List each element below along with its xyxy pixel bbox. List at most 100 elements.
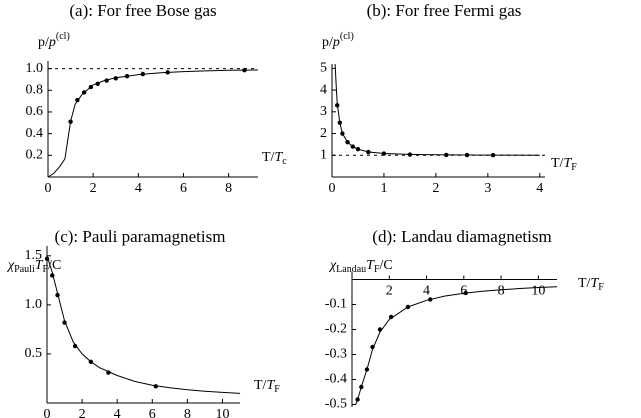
data-point <box>370 344 375 350</box>
chart-title: (b): For free Fermi gas <box>367 1 522 20</box>
y-tick-label: -0.1 <box>325 297 347 312</box>
data-point <box>428 297 433 302</box>
x-axis-label: T/TF <box>254 378 280 395</box>
x-axis-label: T/TF <box>551 156 577 173</box>
data-point <box>165 70 170 75</box>
label-part: T/ <box>551 156 564 171</box>
x-tick-label: 6 <box>149 407 156 418</box>
data-point <box>355 146 361 152</box>
y-tick-label: 0.6 <box>26 104 44 119</box>
data-point <box>345 140 350 145</box>
data-point <box>95 81 100 86</box>
data-point <box>340 131 345 136</box>
data-point <box>106 370 111 375</box>
x-tick-label: 1 <box>380 181 387 196</box>
x-tick-label: 3 <box>484 181 491 196</box>
x-tick-label: 0 <box>44 407 51 418</box>
data-point <box>75 97 80 103</box>
data-point <box>388 314 394 320</box>
x-tick-label: 10 <box>215 407 229 418</box>
x-tick-label: 0 <box>329 181 336 196</box>
label-part: p/ <box>322 35 333 50</box>
data-point <box>463 290 468 296</box>
y-tick-label: 3 <box>320 104 327 119</box>
label-part: (cl) <box>340 31 354 42</box>
data-point <box>88 84 94 90</box>
y-tick-label: -0.2 <box>325 322 347 337</box>
data-point <box>355 397 360 402</box>
label-part: T <box>274 150 283 165</box>
data-point <box>50 273 55 278</box>
label-part: T/ <box>262 150 275 165</box>
y-tick-label: -0.4 <box>325 372 347 387</box>
label-part: T <box>590 276 599 291</box>
data-point <box>153 384 158 389</box>
x-tick-label: 10 <box>531 284 545 299</box>
data-point <box>62 320 67 325</box>
data-point <box>88 359 94 364</box>
data-point <box>366 149 371 155</box>
label-part: F <box>374 264 380 275</box>
data-point <box>405 304 411 310</box>
x-axis-label: T/Tc <box>262 150 287 167</box>
x-tick-label: 4 <box>135 181 142 196</box>
x-tick-label: 6 <box>180 181 187 196</box>
curve <box>47 69 259 178</box>
label-part: Pauli <box>14 264 35 275</box>
curve <box>334 63 540 156</box>
x-tick-label: 8 <box>498 284 505 299</box>
chart-title: (a): For free Bose gas <box>69 1 216 20</box>
y-axis-label: p/p(cl) <box>322 31 354 50</box>
data-point <box>334 103 340 108</box>
data-point <box>407 152 413 157</box>
y-tick-label: 0.2 <box>26 148 44 163</box>
data-point <box>381 151 387 156</box>
y-axis-label: p/p(cl) <box>38 31 70 50</box>
data-point <box>242 68 247 73</box>
x-tick-label: 8 <box>225 181 232 196</box>
label-part: F <box>274 384 280 395</box>
x-tick-label: 4 <box>536 181 543 196</box>
x-tick-label: 2 <box>79 407 86 418</box>
y-tick-label: 1.5 <box>25 248 43 263</box>
data-point <box>350 144 355 149</box>
data-point <box>359 384 364 390</box>
data-point <box>337 120 342 125</box>
label-part: F <box>571 162 577 173</box>
y-tick-label: 2 <box>320 126 327 141</box>
label-part: F <box>43 264 49 275</box>
chart-title: (c): Pauli paramagnetism <box>55 227 226 246</box>
data-point <box>72 343 78 349</box>
x-tick-label: 0 <box>45 181 52 196</box>
label-part: T/ <box>254 378 267 393</box>
x-tick-label: 8 <box>184 407 191 418</box>
data-point <box>124 73 130 79</box>
y-tick-label: 1.0 <box>25 297 43 312</box>
data-point <box>104 78 109 83</box>
label-part: T <box>366 258 375 273</box>
y-tick-label: 5 <box>320 61 327 76</box>
data-point <box>490 152 496 158</box>
data-point <box>113 76 118 81</box>
label-part: T/ <box>578 276 591 291</box>
data-point <box>377 327 383 332</box>
y-tick-label: -0.5 <box>325 397 347 412</box>
curve <box>46 255 241 394</box>
x-axis-label: T/TF <box>578 276 604 293</box>
x-tick-label: 6 <box>460 284 467 299</box>
x-tick-label: 2 <box>90 181 97 196</box>
data-point <box>81 90 87 95</box>
x-tick-label: 4 <box>114 407 121 418</box>
data-point <box>364 367 370 372</box>
label-part: χ <box>328 258 337 273</box>
y-tick-label: 0.8 <box>26 82 44 97</box>
y-tick-label: 0.4 <box>26 126 44 141</box>
label-part: T <box>266 378 275 393</box>
y-tick-label: 4 <box>320 82 327 97</box>
x-tick-label: 2 <box>432 181 439 196</box>
data-point <box>444 152 449 158</box>
data-point <box>464 152 470 158</box>
label-part: p/ <box>38 35 49 50</box>
y-tick-label: 1.0 <box>26 61 44 76</box>
